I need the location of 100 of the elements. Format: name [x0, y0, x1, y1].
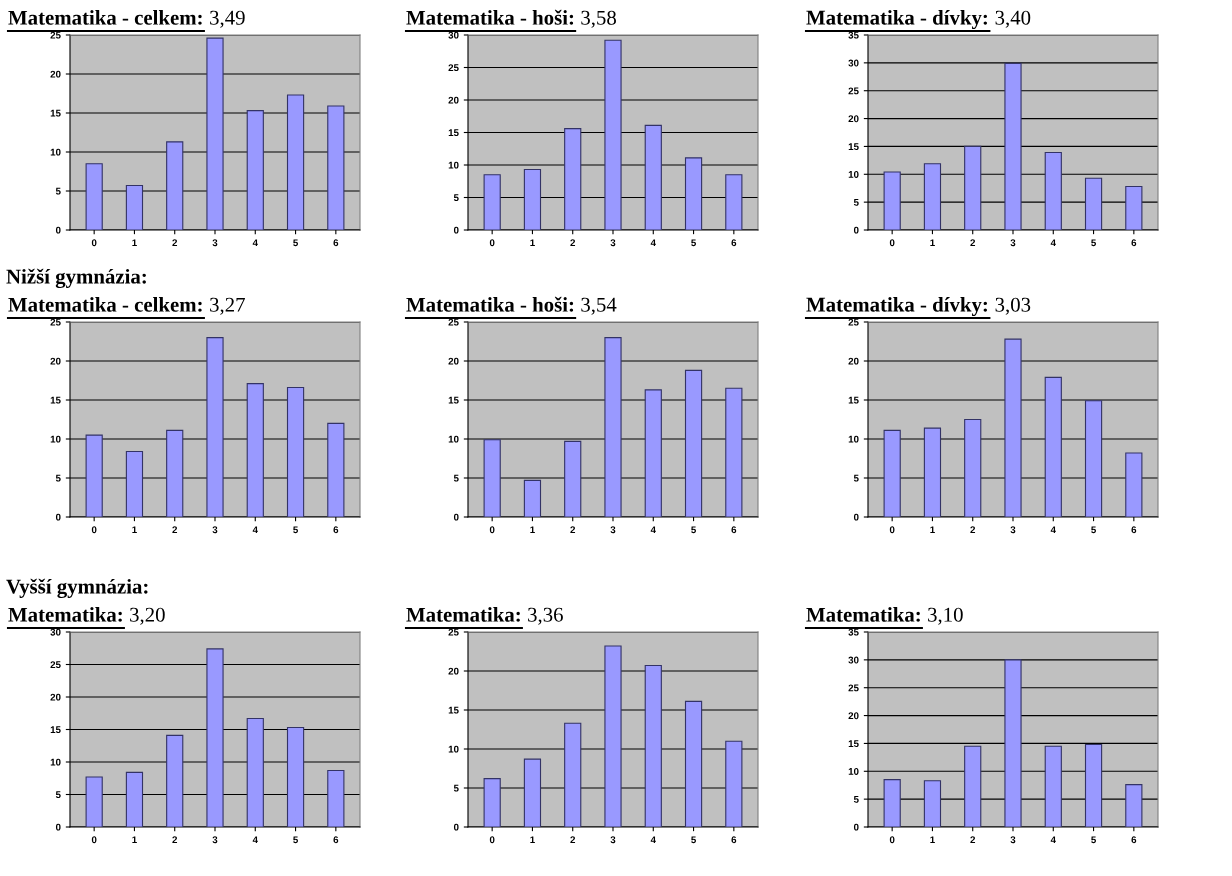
x-tick-label: 5 — [691, 836, 696, 844]
bar — [206, 37, 224, 230]
x-tick-label: 1 — [930, 526, 935, 534]
x-tick-label: 4 — [650, 239, 656, 247]
bar — [1125, 784, 1143, 827]
x-tick-label: 5 — [691, 239, 696, 247]
y-tick-label: 0 — [55, 226, 61, 234]
x-tick-label: 4 — [252, 239, 258, 247]
y-tick-label: 15 — [848, 396, 859, 404]
bar — [725, 740, 743, 827]
bar — [1004, 659, 1022, 827]
bar — [883, 779, 901, 827]
x-tick-label: 5 — [293, 836, 298, 844]
x-tick-label: 0 — [489, 526, 495, 534]
chart-title: Matematika - hoši: 3,54 — [406, 296, 617, 315]
x-tick-label: 3 — [610, 239, 616, 247]
y-tick-label: 5 — [453, 784, 459, 792]
y-tick-label: 0 — [55, 513, 61, 521]
bar — [564, 128, 582, 230]
x-tick-label: 2 — [172, 836, 178, 844]
bar — [286, 94, 305, 230]
bar — [644, 664, 662, 827]
bar — [523, 758, 542, 827]
bar — [684, 369, 703, 517]
y-tick-label: 10 — [448, 435, 459, 443]
x-tick-label: 5 — [1091, 526, 1096, 534]
x-tick-label: 3 — [610, 526, 616, 534]
bar — [327, 769, 345, 827]
bar — [85, 776, 103, 827]
bar — [1004, 62, 1022, 230]
x-tick-label: 3 — [212, 239, 218, 247]
chart-title: Matematika: 3,36 — [406, 607, 563, 625]
y-tick-label: 20 — [50, 693, 61, 701]
chart-title: Matematika: 3,10 — [806, 607, 963, 625]
x-tick-label: 3 — [610, 836, 616, 844]
bar — [644, 389, 662, 517]
x-tick-label: 1 — [530, 836, 535, 844]
bar — [206, 337, 224, 517]
bar — [684, 157, 703, 230]
x-tick-label: 6 — [731, 239, 737, 247]
bar — [125, 450, 144, 517]
bar — [523, 479, 542, 517]
y-tick-label: 5 — [453, 194, 459, 202]
bar — [286, 386, 305, 517]
chart-title: Matematika - celkem: 3,27 — [8, 297, 245, 315]
x-tick-label: 5 — [293, 239, 298, 247]
y-tick-label: 15 — [448, 706, 459, 714]
y-tick-label: 0 — [853, 226, 859, 234]
bar — [483, 778, 501, 827]
bar — [684, 700, 703, 827]
y-tick-label: 5 — [853, 795, 859, 803]
bar — [246, 717, 264, 827]
bar — [125, 771, 144, 827]
bar — [483, 439, 501, 517]
bar — [964, 145, 982, 230]
bar — [604, 337, 622, 517]
x-tick-label: 1 — [930, 239, 935, 247]
x-tick-label: 3 — [212, 836, 218, 844]
y-tick-label: 15 — [448, 396, 459, 404]
bar — [166, 429, 184, 517]
y-tick-label: 0 — [853, 513, 859, 521]
y-tick-label: 0 — [453, 823, 459, 831]
y-tick-label: 30 — [50, 628, 61, 636]
y-tick-label: 0 — [853, 823, 859, 831]
bar — [206, 648, 224, 827]
y-tick-label: 5 — [853, 198, 859, 206]
y-tick-label: 5 — [453, 474, 459, 482]
x-tick-label: 3 — [1010, 239, 1016, 247]
bar — [725, 174, 743, 230]
y-tick-label: 15 — [448, 129, 459, 137]
x-tick-label: 4 — [1050, 526, 1056, 534]
y-tick-label: 5 — [853, 474, 859, 482]
bar — [564, 440, 582, 517]
x-tick-label: 6 — [333, 836, 339, 844]
y-tick-label: 20 — [50, 70, 61, 78]
x-tick-label: 3 — [212, 526, 218, 534]
y-tick-label: 25 — [50, 661, 61, 669]
y-tick-label: 5 — [55, 791, 61, 799]
y-tick-label: 25 — [50, 318, 61, 326]
x-tick-label: 2 — [570, 836, 576, 844]
y-tick-label: 15 — [50, 726, 61, 734]
y-tick-label: 0 — [55, 823, 61, 831]
y-tick-label: 15 — [848, 143, 859, 151]
bar — [1044, 152, 1062, 230]
x-tick-label: 2 — [970, 526, 976, 534]
y-tick-label: 15 — [848, 740, 859, 748]
bar — [883, 429, 901, 517]
x-tick-label: 6 — [1131, 526, 1137, 534]
text: Nižší gymnázia: — [6, 268, 146, 288]
y-tick-label: 25 — [448, 318, 459, 326]
bar — [166, 141, 184, 230]
bar — [327, 422, 345, 517]
y-tick-label: 15 — [50, 109, 61, 117]
chart-title: Matematika: 3,20 — [8, 607, 165, 625]
y-tick-label: 10 — [848, 171, 859, 178]
y-tick-label: 10 — [50, 758, 61, 766]
x-tick-label: 1 — [132, 239, 137, 247]
x-tick-label: 0 — [91, 239, 97, 247]
bar — [1004, 338, 1022, 517]
x-tick-label: 2 — [570, 239, 576, 247]
